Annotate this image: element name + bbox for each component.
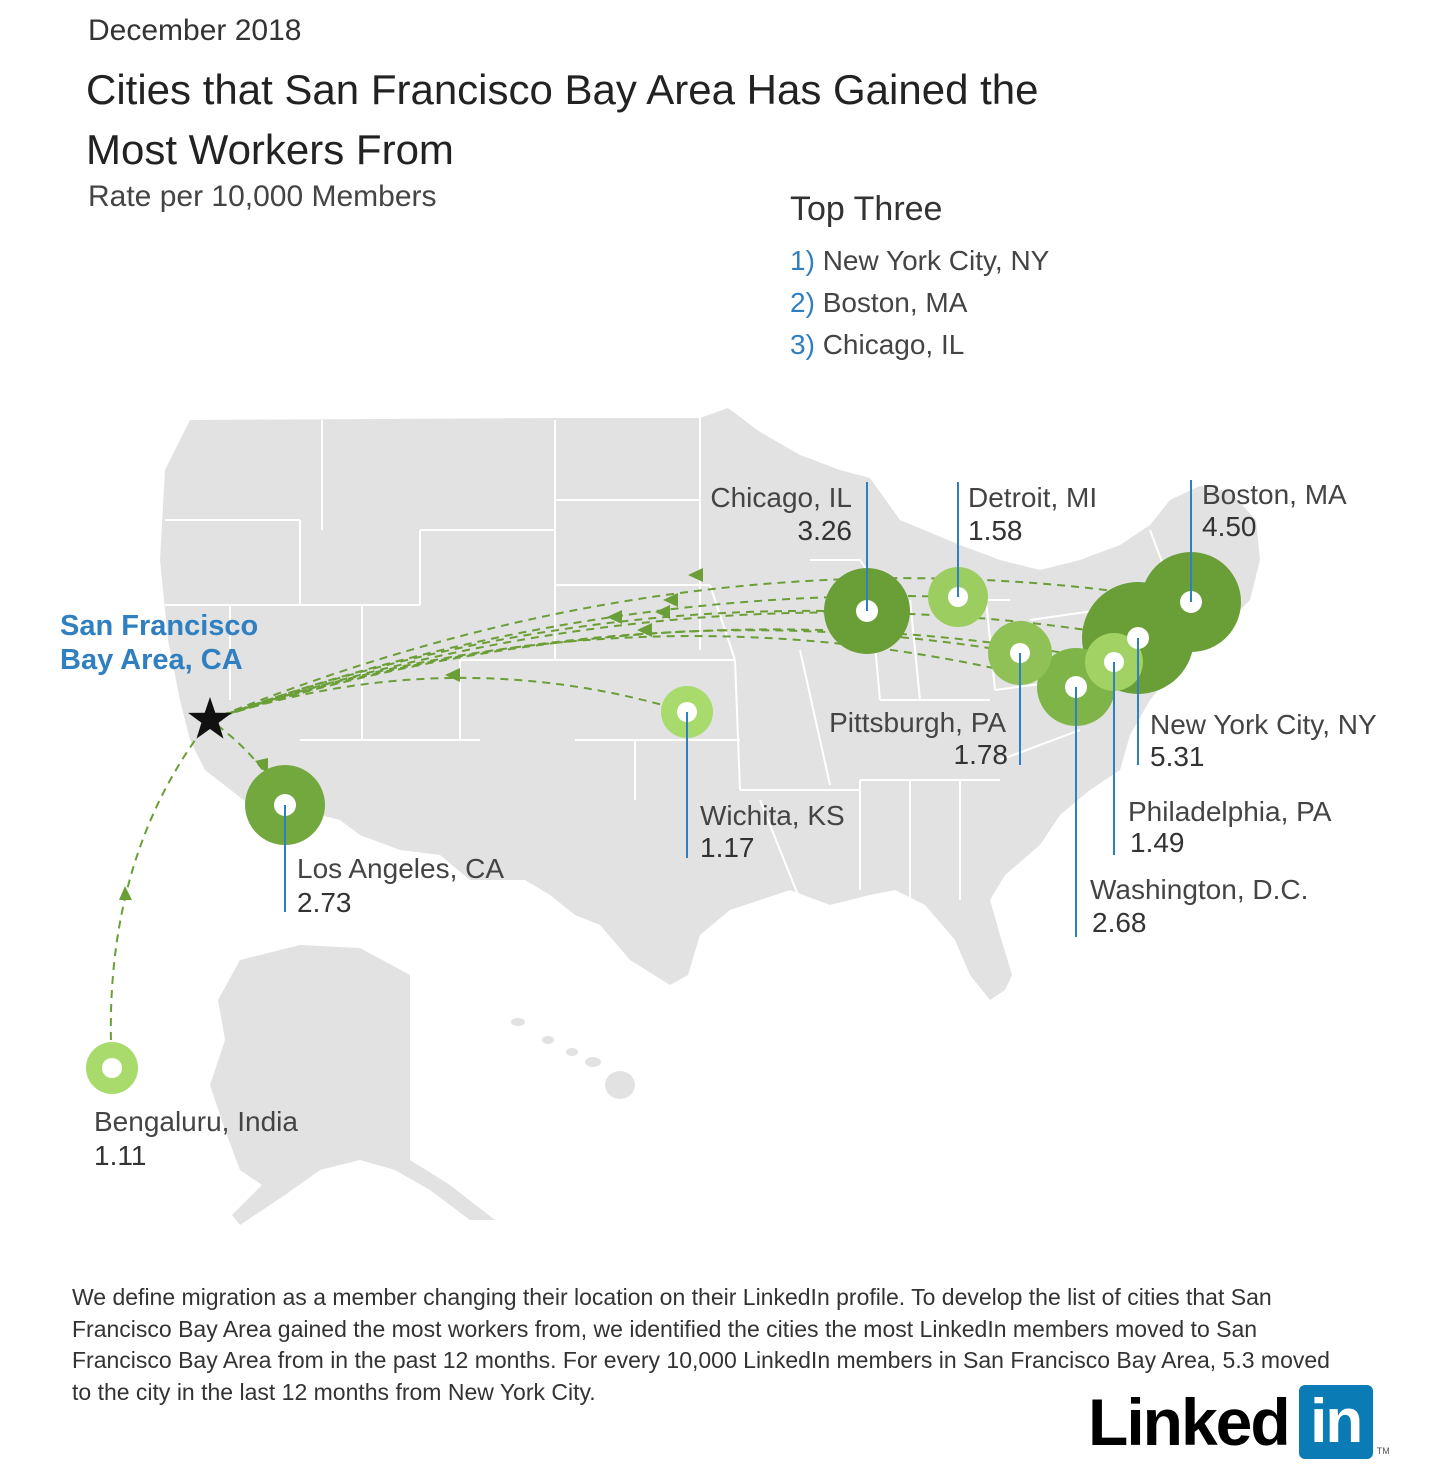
arc-wichita [209, 676, 688, 721]
arc-philadelphia [209, 628, 1116, 721]
alaska-landmass [210, 945, 495, 1225]
date-label: December 2018 [88, 14, 302, 47]
top-three-item-1: 1) New York City, NY [790, 245, 1049, 287]
logo-in-box: in [1298, 1385, 1373, 1459]
rank-number: 3) [790, 329, 815, 360]
linkedin-logo: Linked in TM [1088, 1382, 1390, 1462]
city-name-new-york: New York City, NY [1150, 709, 1377, 740]
city-name-bengaluru: Bengaluru, India [94, 1106, 298, 1137]
city-value-washington: 2.68 [1092, 907, 1147, 938]
top-three-panel: Top Three 1) New York City, NY 2) Boston… [790, 190, 1049, 371]
arc-bengaluru [109, 719, 211, 1069]
arc-new-york [209, 611, 1139, 721]
city-value-los-angeles: 2.73 [297, 887, 352, 918]
rank-city: Chicago, IL [822, 329, 965, 360]
page-title: Cities that San Francisco Bay Area Has G… [86, 66, 1039, 173]
city-value-new-york: 5.31 [1150, 741, 1205, 772]
city-name-washington: Washington, D.C. [1090, 874, 1308, 905]
trademark-mark: TM [1376, 1446, 1390, 1456]
arrowhead [445, 668, 460, 682]
arrowhead [663, 593, 678, 607]
city-name-detroit: Detroit, MI [968, 482, 1097, 513]
migration-arcs [109, 577, 1191, 1069]
logo-wordmark: Linked [1088, 1385, 1291, 1459]
top-three-item-2: 2) Boston, MA [790, 287, 1049, 329]
rank-number: 2) [790, 287, 815, 318]
destination-label-line2: Bay Area, CA [60, 644, 243, 676]
arrowhead [637, 623, 652, 637]
city-name-philadelphia: Philadelphia, PA [1128, 796, 1332, 827]
arc-washington [209, 635, 1077, 721]
city-name-pittsburgh: Pittsburgh, PA [829, 707, 1006, 738]
arc-detroit [209, 595, 959, 721]
city-name-wichita: Wichita, KS [700, 800, 845, 831]
city-value-pittsburgh: 1.78 [954, 739, 1009, 770]
rank-city: Boston, MA [822, 287, 968, 318]
city-value-detroit: 1.58 [968, 515, 1023, 546]
city-name-los-angeles: Los Angeles, CA [297, 853, 504, 884]
hawaii-landmass [511, 1018, 635, 1099]
bubble-center [102, 1058, 122, 1078]
city-value-boston: 4.50 [1202, 511, 1257, 542]
arc-los-angeles [209, 719, 286, 806]
arrowhead [119, 886, 132, 900]
city-value-wichita: 1.17 [700, 832, 755, 863]
rank-number: 1) [790, 245, 815, 276]
leader-lines [284, 480, 1192, 937]
city-value-philadelphia: 1.49 [1130, 827, 1185, 858]
arrowhead [688, 568, 703, 582]
top-three-heading: Top Three [790, 190, 943, 228]
arrowhead [655, 605, 670, 619]
destination-label-line1: San Francisco [60, 610, 258, 642]
arrowhead [607, 610, 622, 624]
arc-boston [209, 577, 1191, 721]
city-name-chicago: Chicago, IL [710, 482, 852, 513]
city-value-chicago: 3.26 [798, 515, 853, 546]
rank-city: New York City, NY [822, 245, 1050, 276]
san-francisco-star-icon [188, 697, 232, 739]
arc-pittsburgh [209, 629, 1021, 721]
subtitle: Rate per 10,000 Members [88, 180, 437, 213]
top-three-item-3: 3) Chicago, IL [790, 329, 1049, 371]
methodology-footnote: We define migration as a member changing… [72, 1284, 1330, 1405]
city-name-boston: Boston, MA [1202, 479, 1347, 510]
arc-chicago [209, 609, 867, 721]
city-value-bengaluru: 1.11 [94, 1140, 146, 1171]
